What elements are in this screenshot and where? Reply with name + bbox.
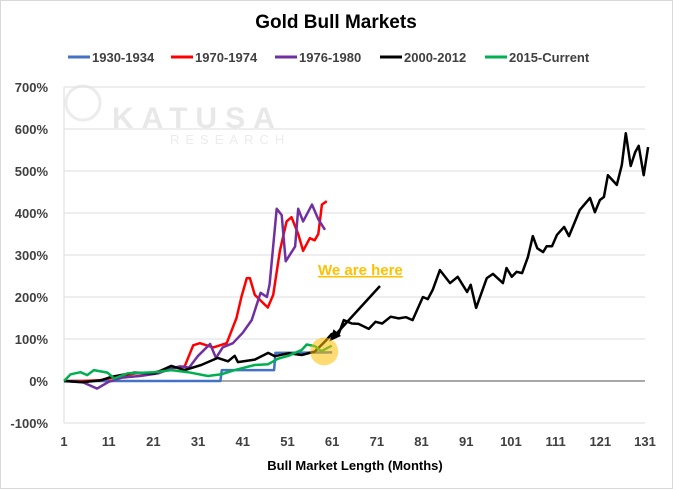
watermark-text: KATUSA: [112, 102, 283, 135]
x-tick-label: 31: [191, 434, 205, 449]
watermark: KATUSA RESEARCH: [64, 84, 290, 147]
x-axis-label: Bull Market Length (Months): [267, 458, 443, 473]
arrow-head-icon: [329, 329, 342, 342]
y-tick-label: 500%: [15, 164, 49, 179]
x-tick-label: 121: [589, 434, 611, 449]
x-tick-label: 91: [459, 434, 473, 449]
series-lines: [63, 131, 650, 390]
annotation-arrow: [333, 285, 381, 337]
legend-label: 2015-Current: [509, 50, 590, 65]
x-tick-label: 71: [370, 434, 384, 449]
we-are-here-label: We are here: [318, 262, 403, 279]
legend-label: 1976-1980: [299, 50, 361, 65]
watermark-bulb-icon: [64, 84, 102, 122]
legend-label: 2000-2012: [404, 50, 466, 65]
x-tick-label: 61: [325, 434, 339, 449]
series-line-2015-current: [63, 343, 333, 382]
legend: 1930-1934 1970-1974 1976-1980 2000-2012 2015…: [68, 50, 590, 65]
series-line-2000-2012: [63, 131, 650, 384]
x-tick-label: 131: [634, 434, 656, 449]
x-tick-label: 11: [102, 434, 116, 449]
y-tick-label: 600%: [15, 122, 49, 137]
watermark-subtext: RESEARCH: [170, 132, 290, 147]
y-tick-label: 0%: [29, 374, 48, 389]
series-line-1976-1980: [63, 203, 327, 390]
x-tick-label: 41: [236, 434, 250, 449]
x-tick-label: 1: [60, 434, 67, 449]
y-tick-label: 700%: [15, 80, 49, 95]
y-tick-label: 300%: [15, 248, 49, 263]
chart-title: Gold Bull Markets: [255, 12, 417, 33]
x-tick-label: 81: [414, 434, 428, 449]
y-tick-label: 100%: [15, 332, 49, 347]
annotation: We are here: [310, 262, 403, 366]
y-tick-label: -100%: [10, 416, 48, 431]
x-axis-ticks: 1 11 21 31 41 51 61 71 81 91 101 111 121 131: [60, 434, 655, 449]
x-tick-label: 51: [280, 434, 294, 449]
x-tick-label: 101: [500, 434, 522, 449]
y-tick-label: 200%: [15, 290, 49, 305]
legend-label: 1970-1974: [195, 50, 258, 65]
x-tick-label: 21: [146, 434, 160, 449]
y-axis-ticks: -100% 0% 100% 200% 300% 400% 500% 600% 700%: [10, 80, 48, 431]
we-are-here-marker: [310, 337, 339, 366]
y-tick-label: 400%: [15, 206, 49, 221]
legend-label: 1930-1934: [92, 50, 155, 65]
x-tick-label: 111: [545, 434, 565, 449]
